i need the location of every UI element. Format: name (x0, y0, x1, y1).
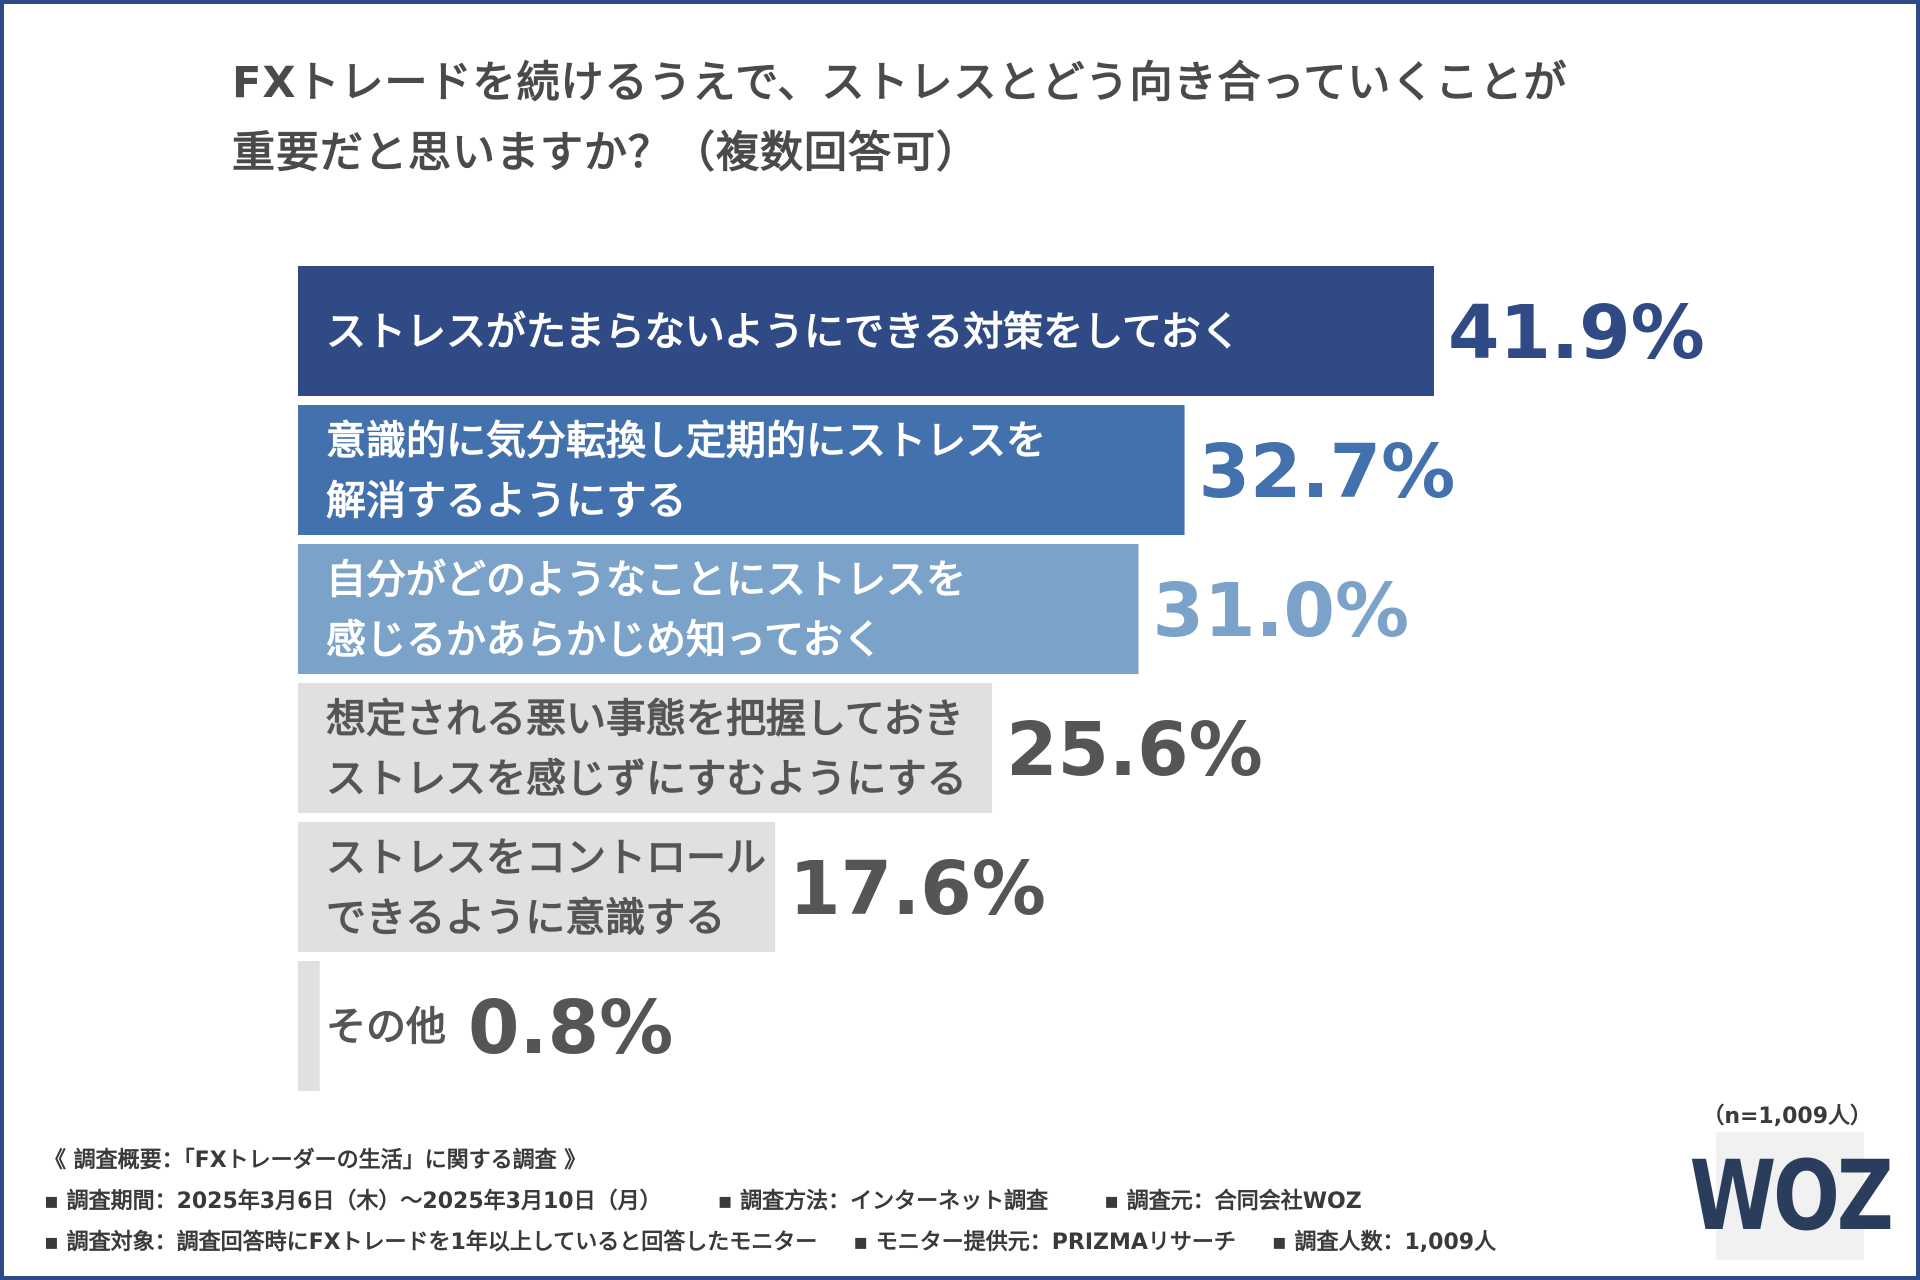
bar-4 (298, 683, 993, 813)
bar-5 (298, 822, 776, 952)
chart-title-line-1: FXトレードを続けるうえで、ストレスとどう向き合っていくことが (232, 58, 1568, 108)
sample-size: （n=1,009人） (1702, 1104, 1872, 1129)
woz-logo: WOZ (1690, 1132, 1894, 1260)
bar-label-1-line-1: ストレスがたまらないようにできる対策をしておく (326, 309, 1241, 355)
bar-3 (298, 544, 1139, 674)
value-label-4: 25.6% (1006, 707, 1263, 793)
survey-source: ▪ 調査元：合同会社WOZ (1104, 1189, 1362, 1214)
value-label-3: 31.0% (1152, 568, 1409, 654)
survey-row-1: ▪ 調査期間：2025年3月6日（木）～2025年3月10日（月） ▪ 調査方法：… (44, 1181, 1496, 1222)
bar-label-6-line-1: その他 (326, 1004, 446, 1050)
bar-2 (298, 405, 1185, 535)
bar-6 (298, 961, 320, 1091)
survey-count: ▪ 調査人数：1,009人 (1271, 1230, 1497, 1255)
value-label-6: 0.8% (468, 985, 673, 1071)
survey-period: ▪ 調査期間：2025年3月6日（木）～2025年3月10日（月） (44, 1189, 662, 1214)
value-label-5: 17.6% (789, 846, 1046, 932)
bar-label-4-line-1: 想定される悪い事態を把握しておき (326, 696, 964, 742)
value-label-2: 32.7% (1199, 429, 1456, 515)
bar-label-4-line-2: ストレスを感じずにすむようにする (326, 756, 967, 802)
survey-row-2: ▪ 調査対象：調査回答時にFXトレードを1年以上していると回答したモニター ▪ モ… (44, 1222, 1496, 1263)
survey-target: ▪ 調査対象：調査回答時にFXトレードを1年以上していると回答したモニター (44, 1230, 818, 1255)
bar-label-3-line-2: 感じるかあらかじめ知っておく (326, 617, 883, 663)
chart-title: FXトレードを続けるうえで、ストレスとどう向き合っていくことが 重要だと思います… (232, 48, 1792, 188)
bar-label-3-line-1: 自分がどのようなことにストレスを (326, 557, 966, 603)
survey-provider: ▪ モニター提供元：PRIZMAリサーチ (853, 1230, 1236, 1255)
value-label-1: 41.9% (1448, 290, 1705, 376)
bar-label-2-line-1: 意識的に気分転換し定期的にストレスを (326, 418, 1046, 464)
survey-summary: 《 調査概要：「FXトレーダーの生活」に関する調査 》 ▪ 調査期間：2025年… (44, 1140, 1496, 1263)
bar-label-5-line-2: できるように意識する (326, 895, 725, 941)
survey-heading: 《 調査概要：「FXトレーダーの生活」に関する調査 》 (44, 1148, 587, 1173)
bar-label-5-line-1: ストレスをコントロール (326, 835, 766, 881)
survey-method: ▪ 調査方法：インターネット調査 (717, 1189, 1049, 1214)
bar-label-2-line-2: 解消するようにする (326, 478, 686, 524)
bar-1 (298, 266, 1434, 396)
chart-title-line-2: 重要だと思いますか？（複数回答可） (232, 128, 980, 178)
bar-chart: ストレスがたまらないようにできる対策をしておく 41.9% 意識的に気分転換し定期的… (298, 266, 1705, 1091)
